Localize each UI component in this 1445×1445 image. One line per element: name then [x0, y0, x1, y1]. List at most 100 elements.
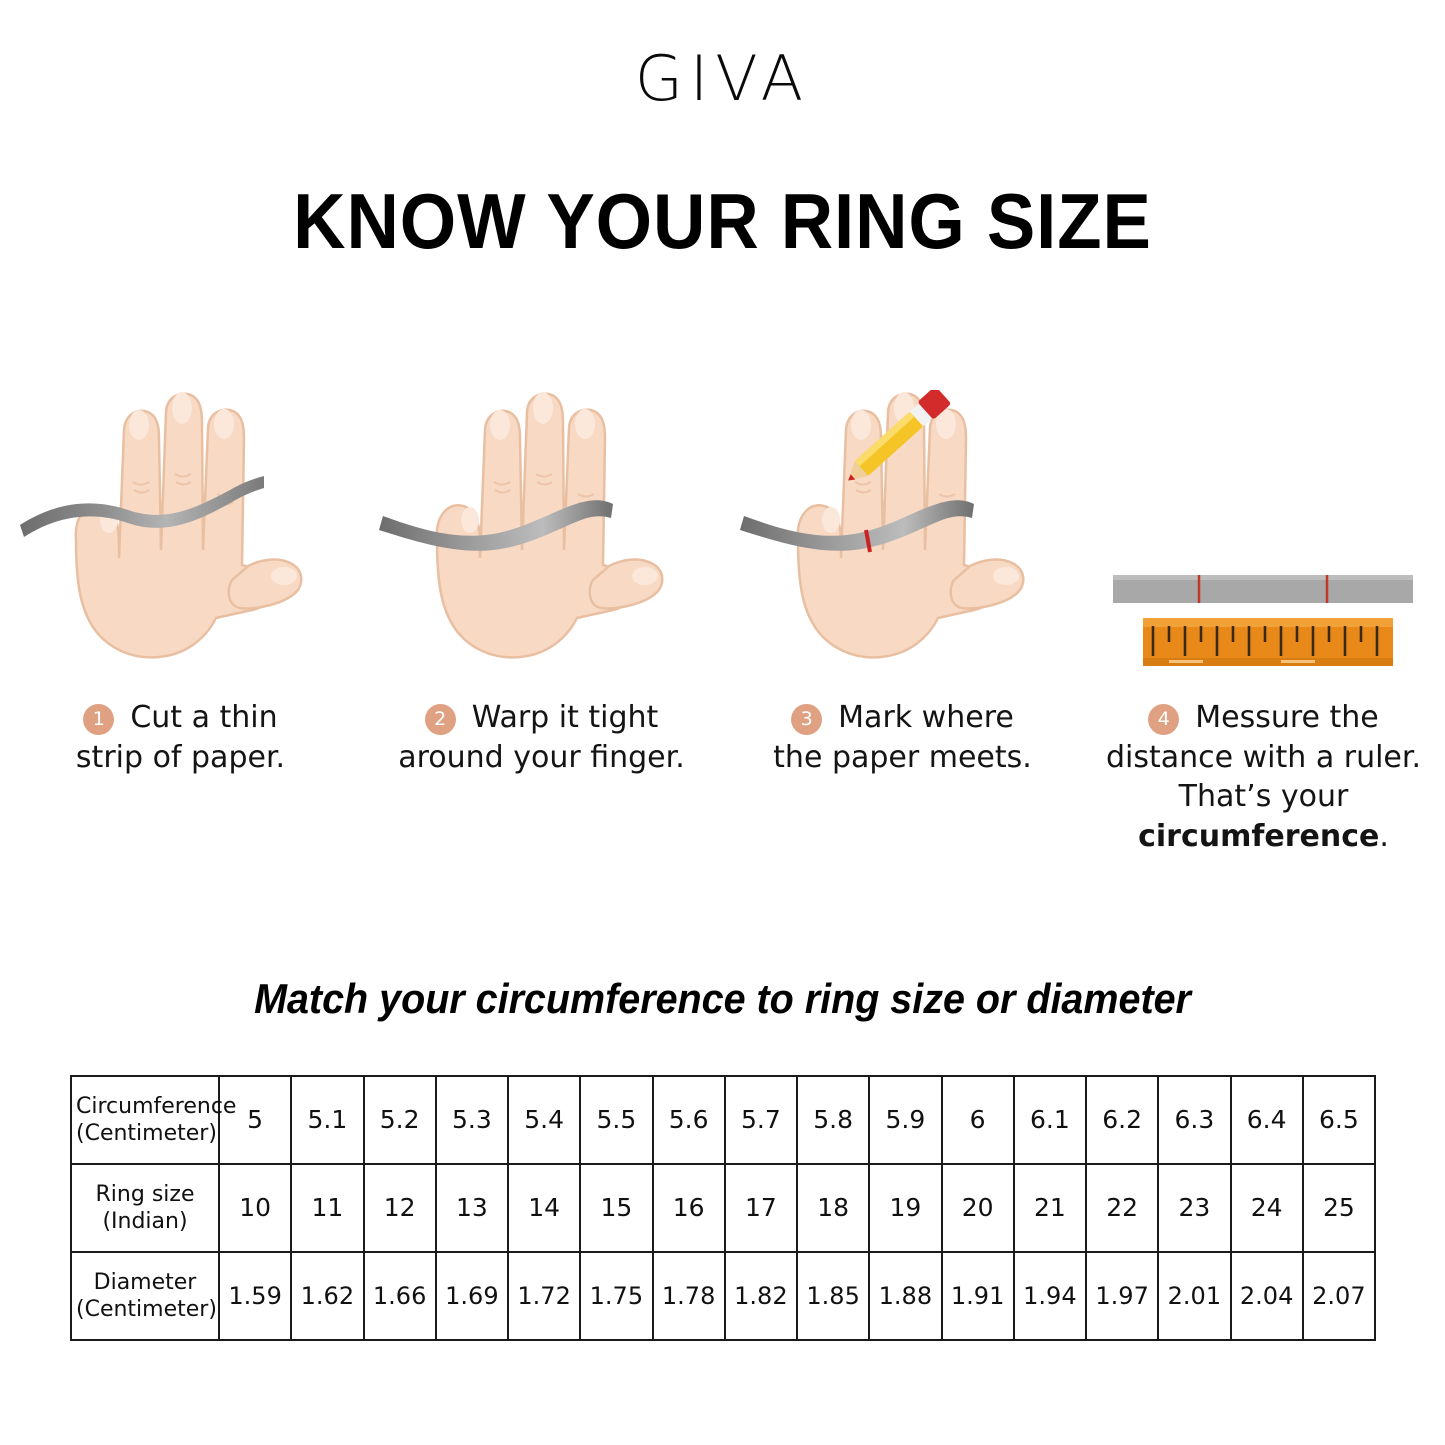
- pencil-icon: [847, 390, 950, 481]
- cell-r1-c1: 11: [290, 1163, 365, 1253]
- cell-r1-c8: 18: [795, 1163, 871, 1253]
- cell-r1-c15: 25: [1301, 1163, 1377, 1253]
- step-2-caption: 2 Warp it tight around your finger.: [361, 698, 722, 777]
- brand-logo: GIVA: [634, 42, 811, 115]
- table-title: Match your circumference to ring size or…: [254, 975, 1191, 1022]
- cell-r1-c12: 22: [1084, 1163, 1160, 1253]
- table-row: Circumference (Centimeter) 5 5.1 5.2 5.3 5.4 5.…: [70, 1075, 1377, 1165]
- step-1-line2: strip of paper.: [75, 739, 286, 775]
- step-1-illustration: [0, 390, 361, 690]
- step-2-line1: Warp it tight: [471, 700, 659, 735]
- cell-r2-c0: 1.59: [217, 1251, 293, 1341]
- cell-r0-c0: 5: [217, 1075, 293, 1165]
- cell-r2-c4: 1.72: [506, 1251, 582, 1341]
- step-4-number: 4: [1148, 704, 1180, 735]
- step-2-number: 2: [424, 704, 456, 735]
- cell-r1-c6: 16: [651, 1163, 726, 1253]
- hand-with-wrapped-strip-icon: [378, 392, 663, 659]
- table-row: Ring size (Indian) 10 11 12 13 14 15 16 17 18 19 20 2…: [70, 1163, 1377, 1253]
- cell-r0-c1: 5.1: [290, 1075, 365, 1165]
- step-4-caption: 4 Messure the distance with a ruler. That…: [1083, 698, 1444, 856]
- cell-r0-c10: 6: [940, 1075, 1015, 1165]
- cell-r2-c12: 1.97: [1084, 1251, 1160, 1341]
- hand-with-paper-strip-icon: [19, 392, 302, 659]
- ruler: [1142, 618, 1393, 666]
- cell-r0-c2: 5.2: [362, 1075, 437, 1165]
- cell-r2-c15: 2.07: [1301, 1251, 1377, 1341]
- steps-row: 1 Cut a thin strip of paper.: [0, 390, 1445, 856]
- step-2-line2: around your finger.: [398, 739, 685, 775]
- row-label-line1: Circumference: [76, 1093, 237, 1119]
- cell-r0-c9: 5.9: [868, 1075, 943, 1165]
- cell-r0-c14: 6.4: [1229, 1075, 1304, 1165]
- cell-r0-c7: 5.7: [723, 1075, 799, 1165]
- cell-r2-c5: 1.75: [579, 1251, 654, 1341]
- cell-r0-c13: 6.3: [1157, 1075, 1232, 1165]
- page-title: KNOW YOUR RING SIZE: [293, 177, 1152, 265]
- cell-r0-c6: 5.6: [651, 1075, 726, 1165]
- row-label-1: Ring size (Indian): [70, 1163, 220, 1253]
- cell-r0-c15: 6.5: [1301, 1075, 1377, 1165]
- cell-r2-c11: 1.94: [1012, 1251, 1088, 1341]
- row-label-0: Circumference (Centimeter): [70, 1075, 237, 1165]
- row-label-line1: Ring size: [95, 1181, 195, 1207]
- cell-r1-c4: 14: [506, 1163, 582, 1253]
- step-3-line1: Mark where: [838, 700, 1014, 735]
- step-1-caption: 1 Cut a thin strip of paper.: [0, 698, 361, 777]
- ring-size-table: Circumference (Centimeter) 5 5.1 5.2 5.3 5.4 5.…: [70, 1075, 1377, 1341]
- step-4-illustration: [1083, 390, 1444, 690]
- ruler-with-marked-strip-icon: [1112, 575, 1413, 666]
- cell-r2-c3: 1.69: [434, 1251, 510, 1341]
- cell-r1-c10: 20: [940, 1163, 1015, 1253]
- row-label-line2: (Indian): [102, 1209, 188, 1234]
- row-label-line2: (Centimeter): [76, 1121, 217, 1146]
- cell-r2-c8: 1.85: [795, 1251, 871, 1341]
- step-4-line3-prefix: That’s your: [1178, 779, 1349, 815]
- cell-r2-c1: 1.62: [290, 1251, 365, 1341]
- cell-r2-c6: 1.78: [651, 1251, 726, 1341]
- step-3-number: 3: [791, 704, 823, 735]
- step-2-illustration: [361, 390, 722, 690]
- step-3: 3 Mark where the paper meets.: [722, 390, 1083, 856]
- step-1-line1: Cut a thin: [130, 700, 278, 735]
- step-4: 4 Messure the distance with a ruler. That…: [1083, 390, 1444, 856]
- row-label-2: Diameter (Centimeter): [70, 1251, 220, 1341]
- step-3-illustration: [722, 390, 1083, 690]
- step-4-line3-suffix: .: [1379, 818, 1389, 854]
- step-4-line1: Messure the: [1195, 700, 1379, 735]
- row-label-line1: Diameter: [93, 1269, 197, 1295]
- measured-strip: [1112, 575, 1413, 603]
- cell-r1-c14: 24: [1229, 1163, 1304, 1253]
- cell-r2-c14: 2.04: [1229, 1251, 1304, 1341]
- cell-r0-c11: 6.1: [1012, 1075, 1088, 1165]
- hand-with-pencil-mark-icon: [739, 390, 1024, 659]
- step-1: 1 Cut a thin strip of paper.: [0, 390, 361, 856]
- cell-r0-c4: 5.4: [506, 1075, 582, 1165]
- cell-r0-c8: 5.8: [795, 1075, 871, 1165]
- step-1-number: 1: [83, 704, 115, 735]
- table-row: Diameter (Centimeter) 1.59 1.62 1.66 1.69 1.72…: [70, 1251, 1377, 1341]
- cell-r2-c13: 2.01: [1157, 1251, 1232, 1341]
- cell-r2-c10: 1.91: [940, 1251, 1015, 1341]
- cell-r1-c3: 13: [434, 1163, 510, 1253]
- cell-r2-c7: 1.82: [723, 1251, 799, 1341]
- step-2: 2 Warp it tight around your finger.: [361, 390, 722, 856]
- cell-r0-c5: 5.5: [579, 1075, 654, 1165]
- row-label-line2: (Centimeter): [76, 1297, 217, 1322]
- step-3-line2: the paper meets.: [773, 739, 1032, 775]
- ring-size-table-body: Circumference (Centimeter) 5 5.1 5.2 5.3 5.4 5.…: [70, 1075, 1377, 1341]
- cell-r0-c12: 6.2: [1084, 1075, 1160, 1165]
- cell-r1-c13: 23: [1157, 1163, 1232, 1253]
- cell-r1-c9: 19: [868, 1163, 943, 1253]
- cell-r2-c9: 1.88: [868, 1251, 943, 1341]
- cell-r1-c5: 15: [579, 1163, 654, 1253]
- cell-r1-c7: 17: [723, 1163, 799, 1253]
- step-4-line2: distance with a ruler.: [1105, 739, 1421, 775]
- cell-r1-c0: 10: [217, 1163, 293, 1253]
- cell-r1-c11: 21: [1012, 1163, 1088, 1253]
- step-4-line3-bold: circumference: [1138, 818, 1380, 854]
- cell-r2-c2: 1.66: [362, 1251, 437, 1341]
- step-3-caption: 3 Mark where the paper meets.: [722, 698, 1083, 777]
- cell-r1-c2: 12: [362, 1163, 437, 1253]
